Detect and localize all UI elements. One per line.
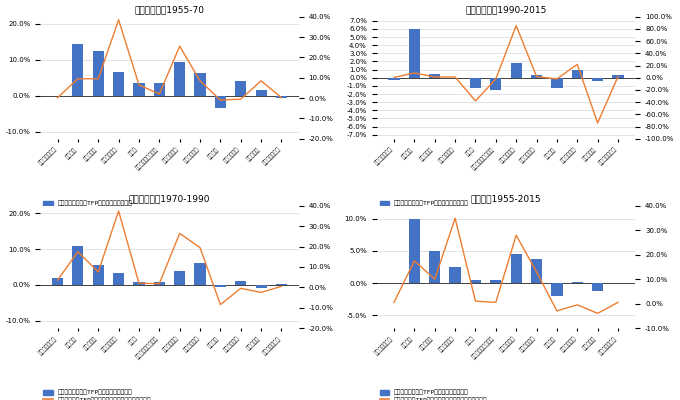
Title: 高度成長期：1955-70: 高度成長期：1955-70 bbox=[135, 6, 205, 14]
Bar bbox=[613, 75, 624, 78]
Legend: 付加価値ベースのTFP上昇率（年率平均）, マクロ経済のTFP上昇に占める各産業の寄与のシェア: 付加価値ベースのTFP上昇率（年率平均）, マクロ経済のTFP上昇に占める各産業… bbox=[44, 390, 151, 400]
Legend: 付加価値ベースのTFP上昇率（年率平均）, マクロ経済のTFP上昇に占める各産業の寄与のシェア: 付加価値ベースのTFP上昇率（年率平均）, マクロ経済のTFP上昇に占める各産業… bbox=[379, 390, 488, 400]
Bar bbox=[215, 285, 226, 287]
Bar bbox=[174, 271, 185, 285]
Bar bbox=[592, 283, 603, 291]
Bar bbox=[235, 281, 246, 285]
Bar bbox=[572, 70, 583, 78]
Bar bbox=[572, 282, 583, 283]
Bar bbox=[72, 44, 84, 96]
Bar bbox=[551, 78, 562, 88]
Legend: 付加価値ベースのTFP上昇率（年率平均）, マクロ経済のTFP上昇に占める各産業の寄与のシェア: 付加価値ベースのTFP上昇率（年率平均）, マクロ経済のTFP上昇に占める各産業… bbox=[44, 200, 151, 214]
Bar bbox=[490, 280, 501, 283]
Bar bbox=[511, 63, 522, 78]
Bar bbox=[194, 263, 205, 285]
Bar bbox=[531, 259, 542, 283]
Bar bbox=[154, 282, 165, 285]
Bar bbox=[256, 285, 267, 288]
Title: 長期停滞期：1990-2015: 長期停滞期：1990-2015 bbox=[465, 6, 547, 14]
Bar bbox=[592, 78, 603, 81]
Bar bbox=[256, 90, 267, 96]
Bar bbox=[154, 83, 165, 96]
Bar bbox=[133, 83, 145, 96]
Bar bbox=[551, 283, 562, 296]
Bar bbox=[388, 78, 400, 80]
Title: 全期間：1955-2015: 全期間：1955-2015 bbox=[471, 195, 541, 204]
Title: 安定成長期：1970-1990: 安定成長期：1970-1990 bbox=[129, 195, 210, 204]
Bar bbox=[470, 280, 481, 283]
Bar bbox=[531, 75, 542, 78]
Bar bbox=[429, 251, 441, 283]
Bar bbox=[409, 219, 420, 283]
Bar bbox=[409, 29, 420, 78]
Bar bbox=[235, 81, 246, 96]
Bar bbox=[92, 265, 104, 285]
Bar bbox=[174, 62, 185, 96]
Bar bbox=[449, 267, 460, 283]
Bar bbox=[113, 72, 124, 96]
Bar bbox=[429, 74, 441, 78]
Legend: 付加価値ベースのTFP上昇率（年率平均）, マクロ経済のTFP上昇に占める各産業の寄与のシェア: 付加価値ベースのTFP上昇率（年率平均）, マクロ経済のTFP上昇に占める各産業… bbox=[379, 200, 488, 214]
Bar bbox=[490, 78, 501, 90]
Bar bbox=[470, 78, 481, 88]
Bar bbox=[276, 284, 287, 285]
Bar bbox=[113, 273, 124, 285]
Bar bbox=[52, 278, 63, 285]
Bar bbox=[72, 246, 84, 285]
Bar bbox=[133, 282, 145, 285]
Bar bbox=[194, 74, 205, 96]
Bar bbox=[215, 96, 226, 108]
Bar bbox=[511, 254, 522, 283]
Bar bbox=[92, 51, 104, 96]
Bar bbox=[276, 96, 287, 98]
